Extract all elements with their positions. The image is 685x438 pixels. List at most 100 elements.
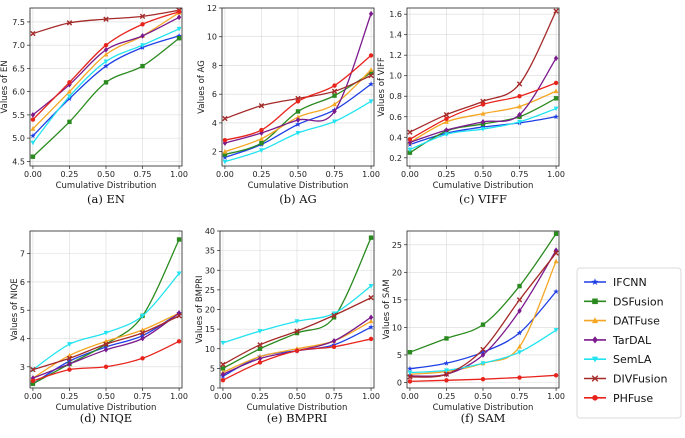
y-axis-label: Values of VIFF <box>377 57 387 117</box>
data-point-phfuse <box>444 116 449 122</box>
y-tick-label: 2 <box>212 148 217 157</box>
x-axis-label: Cumulative Distribution <box>56 181 157 191</box>
data-point-phfuse <box>480 102 486 107</box>
x-tick-label: 0.75 <box>134 170 152 179</box>
x-tick-label: 0.00 <box>214 392 232 401</box>
y-tick-label: 30 <box>205 266 215 275</box>
data-point-datfuse <box>517 344 522 349</box>
y-tick-label: 6 <box>20 278 25 287</box>
data-point-semla <box>553 106 559 112</box>
y-tick-label: 10 <box>205 345 215 354</box>
data-point-dsfusion <box>553 231 559 236</box>
legend-marker-ifcnn <box>591 278 599 286</box>
data-point-phfuse <box>176 9 182 14</box>
x-tick-label: 1.00 <box>362 170 380 179</box>
data-point-phfuse <box>368 336 374 342</box>
data-point-dsfusion <box>67 119 72 125</box>
legend-marker-phfuse <box>592 395 598 401</box>
data-point-divfusion <box>66 20 73 26</box>
legend-marker-tardal <box>592 336 598 344</box>
x-tick-label: 0.00 <box>401 392 419 401</box>
data-point-semla <box>140 313 145 319</box>
data-point-phfuse <box>295 99 301 104</box>
y-tick-label: 4.5 <box>12 157 25 166</box>
data-point-divfusion <box>176 313 182 319</box>
data-point-semla <box>331 311 337 317</box>
data-point-phfuse <box>222 137 228 143</box>
chart-caption: (e) BMPRI <box>267 411 328 425</box>
y-tick-label: 6.0 <box>12 88 25 97</box>
data-point-semla <box>517 119 522 125</box>
data-point-phfuse <box>176 339 182 344</box>
legend-marker-datfuse <box>591 317 599 324</box>
x-tick-label: 1.00 <box>362 392 380 401</box>
data-point-tardal <box>176 14 182 21</box>
data-point-dsfusion <box>176 237 182 242</box>
data-point-datfuse <box>553 258 559 264</box>
data-point-divfusion <box>220 361 226 368</box>
data-point-dsfusion <box>257 346 263 351</box>
data-point-dsfusion <box>553 96 559 101</box>
data-point-phfuse <box>67 367 72 372</box>
data-point-dsfusion <box>259 140 264 146</box>
data-point-tardal <box>103 46 109 53</box>
data-point-dsfusion <box>294 330 300 336</box>
y-tick-label: 20 <box>392 268 402 277</box>
data-point-semla <box>67 342 72 347</box>
data-point-tardal <box>140 33 145 39</box>
data-point-datfuse <box>517 103 522 109</box>
y-tick-label: 0.2 <box>389 154 402 163</box>
data-point-datfuse <box>480 111 486 116</box>
data-point-semla <box>444 368 449 374</box>
data-point-ifcnn <box>30 132 36 139</box>
data-point-divfusion <box>516 81 523 87</box>
data-point-dsfusion <box>480 322 486 327</box>
data-point-datfuse <box>368 318 374 324</box>
y-tick-label: 12 <box>207 4 217 13</box>
data-point-semla <box>257 329 263 334</box>
data-point-semla <box>407 147 413 153</box>
data-point-semla <box>294 319 300 324</box>
x-axis-label: Cumulative Distribution <box>56 403 157 413</box>
data-point-ifcnn <box>368 81 374 87</box>
data-point-divfusion <box>553 250 559 256</box>
data-point-divfusion <box>258 102 265 109</box>
data-point-dsfusion <box>220 366 226 371</box>
data-point-ifcnn <box>176 32 182 39</box>
x-axis-label: Cumulative Distribution <box>248 181 349 191</box>
data-point-divfusion <box>368 295 374 301</box>
y-tick-label: 8 <box>212 61 217 70</box>
data-point-divfusion <box>368 72 374 79</box>
x-tick-label: 0.00 <box>24 170 42 179</box>
x-axis-label: Cumulative Distribution <box>433 403 534 413</box>
data-point-tardal <box>295 117 301 123</box>
legend-box <box>576 267 682 419</box>
y-tick-label: 4 <box>212 119 217 128</box>
x-tick-label: 0.00 <box>24 392 42 401</box>
y-tick-label: 15 <box>392 296 402 305</box>
y-tick-label: 0.6 <box>389 113 402 122</box>
x-tick-label: 0.00 <box>216 170 234 179</box>
data-point-dsfusion <box>331 315 337 320</box>
data-point-semla <box>222 159 228 165</box>
y-tick-label: 0.4 <box>389 133 402 142</box>
y-tick-label: 1.4 <box>389 31 402 40</box>
data-point-tardal <box>517 308 522 314</box>
data-point-phfuse <box>257 360 263 365</box>
data-point-datfuse <box>368 67 374 72</box>
data-point-ifcnn <box>553 288 559 294</box>
x-tick-label: 0.50 <box>289 170 307 179</box>
data-point-dsfusion <box>140 63 145 69</box>
data-point-phfuse <box>30 378 36 384</box>
chart-caption: (b) AG <box>279 192 316 206</box>
data-point-semla <box>140 43 145 48</box>
x-tick-label: 0.25 <box>251 392 269 401</box>
legend-label-phfuse: PHFuse <box>613 392 653 405</box>
data-point-divfusion <box>139 13 146 20</box>
data-point-ifcnn <box>553 113 559 120</box>
data-point-phfuse <box>407 137 413 142</box>
data-point-dsfusion <box>517 283 522 289</box>
data-point-tardal <box>368 10 374 17</box>
data-point-phfuse <box>30 117 36 122</box>
